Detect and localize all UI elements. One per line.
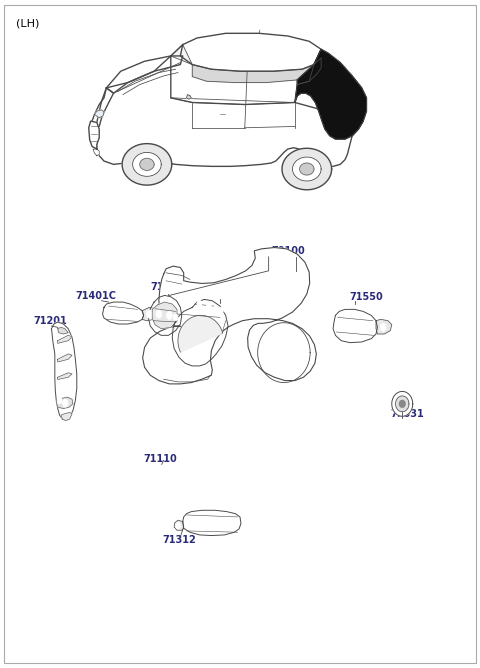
Text: 71503B: 71503B xyxy=(221,292,262,302)
Polygon shape xyxy=(171,45,192,65)
Circle shape xyxy=(208,518,215,528)
Polygon shape xyxy=(314,49,321,65)
Circle shape xyxy=(223,519,230,528)
Polygon shape xyxy=(174,520,184,530)
Circle shape xyxy=(176,522,180,529)
Polygon shape xyxy=(183,510,241,536)
Polygon shape xyxy=(132,152,161,176)
Polygon shape xyxy=(333,309,377,343)
Text: 71550: 71550 xyxy=(350,292,384,302)
Polygon shape xyxy=(58,327,68,334)
Text: 71401C: 71401C xyxy=(75,291,116,301)
Circle shape xyxy=(362,323,368,331)
Polygon shape xyxy=(180,33,321,71)
Polygon shape xyxy=(95,110,104,118)
Circle shape xyxy=(259,25,263,30)
Polygon shape xyxy=(58,373,72,379)
Polygon shape xyxy=(300,163,314,175)
Polygon shape xyxy=(192,65,314,83)
Polygon shape xyxy=(292,157,321,181)
Polygon shape xyxy=(295,49,366,139)
Circle shape xyxy=(121,309,127,317)
Circle shape xyxy=(156,310,162,318)
Text: 71601: 71601 xyxy=(151,282,184,292)
Text: 71531: 71531 xyxy=(390,409,424,419)
Circle shape xyxy=(173,314,178,321)
Circle shape xyxy=(197,300,202,307)
Polygon shape xyxy=(399,400,405,407)
Polygon shape xyxy=(140,158,154,170)
Polygon shape xyxy=(152,302,177,329)
Circle shape xyxy=(132,310,138,318)
Polygon shape xyxy=(178,315,223,352)
Polygon shape xyxy=(51,322,77,420)
Polygon shape xyxy=(93,149,99,156)
Polygon shape xyxy=(148,295,182,335)
Polygon shape xyxy=(122,144,172,185)
Polygon shape xyxy=(56,397,73,409)
Circle shape xyxy=(167,311,172,319)
Polygon shape xyxy=(89,121,99,149)
Circle shape xyxy=(146,310,152,318)
Polygon shape xyxy=(396,396,409,411)
Text: 71312: 71312 xyxy=(163,535,196,545)
Circle shape xyxy=(62,399,68,407)
Polygon shape xyxy=(58,335,72,343)
Circle shape xyxy=(218,307,223,314)
Polygon shape xyxy=(58,354,72,362)
Polygon shape xyxy=(61,413,72,420)
Circle shape xyxy=(110,309,116,317)
Polygon shape xyxy=(143,248,316,384)
Circle shape xyxy=(340,322,346,330)
Polygon shape xyxy=(282,148,332,190)
Polygon shape xyxy=(376,319,392,334)
Polygon shape xyxy=(103,302,144,324)
Text: 71110: 71110 xyxy=(144,454,177,464)
Circle shape xyxy=(57,397,62,404)
Circle shape xyxy=(193,518,199,528)
Text: 70100: 70100 xyxy=(271,246,305,255)
Polygon shape xyxy=(142,307,156,321)
Polygon shape xyxy=(97,56,363,166)
Circle shape xyxy=(352,322,358,330)
Text: 71201: 71201 xyxy=(34,316,68,326)
Polygon shape xyxy=(172,299,228,366)
Polygon shape xyxy=(107,56,183,94)
Polygon shape xyxy=(392,391,413,416)
Text: (LH): (LH) xyxy=(16,18,39,28)
Polygon shape xyxy=(187,94,192,99)
Polygon shape xyxy=(297,58,321,85)
Circle shape xyxy=(380,323,386,331)
Circle shape xyxy=(206,301,211,308)
Polygon shape xyxy=(92,88,114,126)
